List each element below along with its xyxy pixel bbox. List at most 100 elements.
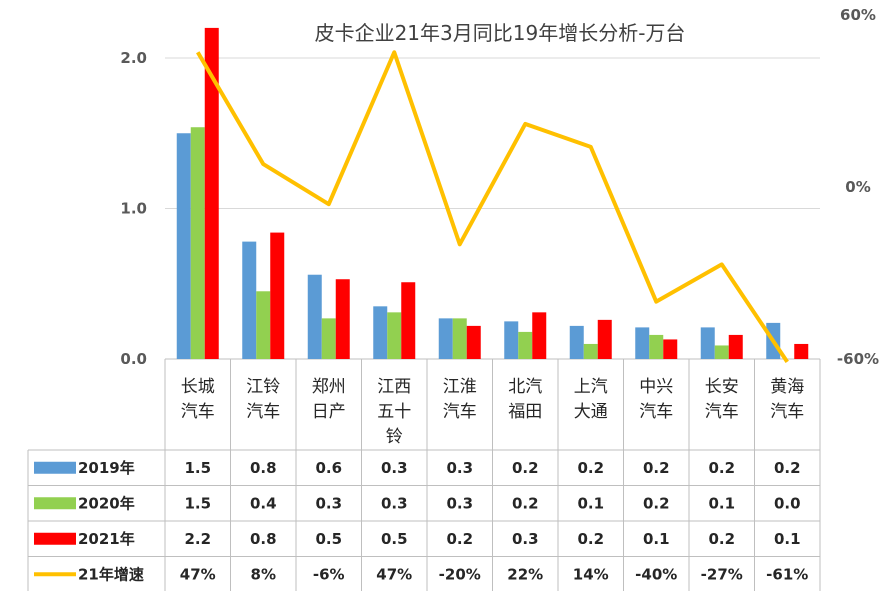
- data-label: 0.2: [512, 459, 539, 477]
- bar-2021年: [728, 334, 743, 359]
- bar-2021年: [466, 325, 481, 359]
- bar-2019年: [569, 325, 584, 359]
- legend-swatch: [34, 497, 76, 510]
- bar-2020年: [583, 343, 598, 359]
- bar-2019年: [242, 241, 257, 359]
- legend-label: 2019年: [78, 459, 135, 477]
- category-label: 汽车: [770, 402, 804, 422]
- y-left-tick-label: 1.0: [120, 200, 147, 218]
- bar-2019年: [176, 133, 191, 359]
- data-label: 0.3: [446, 494, 473, 512]
- bar-2021年: [401, 282, 416, 359]
- category-label: 汽车: [705, 402, 739, 422]
- category-label: 福田: [508, 402, 542, 422]
- category-label: 五十: [377, 402, 411, 422]
- data-label: 47%: [180, 565, 216, 583]
- bar-2021年: [270, 232, 285, 359]
- category-label: 汽车: [246, 402, 280, 422]
- category-label: 郑州: [312, 377, 346, 397]
- data-label: 0.8: [250, 530, 277, 548]
- category-label: 汽车: [181, 402, 215, 422]
- data-label: 1.5: [184, 494, 211, 512]
- chart-title: 皮卡企业21年3月同比19年增长分析-万台: [315, 21, 686, 45]
- data-label: 0.5: [381, 530, 408, 548]
- bar-2019年: [438, 318, 453, 359]
- data-label: 0.1: [577, 494, 604, 512]
- legend-label: 2020年: [78, 494, 135, 512]
- data-label: 0.8: [250, 459, 277, 477]
- data-label: 14%: [573, 565, 609, 583]
- data-label: 0.6: [315, 459, 342, 477]
- category-label: 大通: [574, 402, 608, 422]
- legend-swatch: [34, 532, 76, 545]
- legend-swatch: [34, 461, 76, 474]
- bar-2020年: [452, 318, 467, 359]
- y-right-tick-label: 60%: [840, 6, 876, 24]
- bar-2020年: [518, 331, 533, 359]
- bar-2021年: [794, 343, 809, 359]
- data-label: -40%: [635, 565, 677, 583]
- data-label: 0.2: [708, 530, 735, 548]
- category-label: 铃: [386, 427, 403, 447]
- data-label: 0.3: [315, 494, 342, 512]
- data-label: 0.2: [643, 459, 670, 477]
- bar-2019年: [373, 306, 388, 359]
- y-right-tick-label: 0%: [845, 178, 870, 196]
- data-label: 0.4: [250, 494, 277, 512]
- data-label: 0.2: [643, 494, 670, 512]
- bar-2020年: [190, 127, 205, 359]
- category-label: 黄海: [770, 377, 804, 397]
- data-label: 0.3: [381, 494, 408, 512]
- data-label: 22%: [507, 565, 543, 583]
- bar-2021年: [335, 279, 350, 359]
- data-label: 0.2: [446, 530, 473, 548]
- data-label: 1.5: [184, 459, 211, 477]
- y-left-tick-label: 0.0: [120, 350, 147, 368]
- data-label: 0.3: [512, 530, 539, 548]
- category-label: 长城: [181, 377, 215, 397]
- category-label: 江西: [377, 377, 411, 397]
- data-label: 0.2: [774, 459, 801, 477]
- bar-2020年: [256, 291, 271, 359]
- data-label: 0.1: [643, 530, 670, 548]
- data-label: 0.5: [315, 530, 342, 548]
- data-label: -20%: [439, 565, 481, 583]
- y-right-tick-label: -60%: [837, 350, 879, 368]
- data-label: 0.2: [708, 459, 735, 477]
- category-label: 日产: [312, 402, 346, 422]
- data-label: 0.2: [512, 494, 539, 512]
- bar-2021年: [597, 319, 612, 359]
- bar-2019年: [504, 321, 519, 359]
- data-label: 0.2: [577, 459, 604, 477]
- data-label: 8%: [251, 565, 276, 583]
- bar-2019年: [307, 274, 322, 359]
- data-label: -27%: [701, 565, 743, 583]
- data-label: 0.1: [708, 494, 735, 512]
- category-label: 汽车: [443, 402, 477, 422]
- category-label: 长安: [705, 377, 739, 397]
- legend-label: 21年增速: [78, 565, 144, 583]
- data-label: -6%: [313, 565, 345, 583]
- data-label: 0.3: [446, 459, 473, 477]
- legend-label: 2021年: [78, 530, 135, 548]
- data-label: 0.2: [577, 530, 604, 548]
- y-left-tick-label: 2.0: [120, 49, 147, 67]
- bar-2021年: [204, 27, 219, 360]
- category-label: 汽车: [639, 402, 673, 422]
- data-label: 0.1: [774, 530, 801, 548]
- data-label: 2.2: [184, 530, 211, 548]
- bar-2020年: [321, 318, 336, 359]
- category-label: 江淮: [443, 377, 477, 397]
- bar-2019年: [635, 327, 650, 359]
- bar-2020年: [649, 334, 664, 359]
- bar-2021年: [663, 339, 678, 359]
- bar-2020年: [387, 312, 402, 359]
- category-label: 上汽: [574, 377, 608, 397]
- category-label: 北汽: [508, 377, 542, 397]
- growth-line: [196, 50, 789, 363]
- data-label: 47%: [376, 565, 412, 583]
- category-label: 中兴: [639, 377, 673, 397]
- data-label: -61%: [766, 565, 808, 583]
